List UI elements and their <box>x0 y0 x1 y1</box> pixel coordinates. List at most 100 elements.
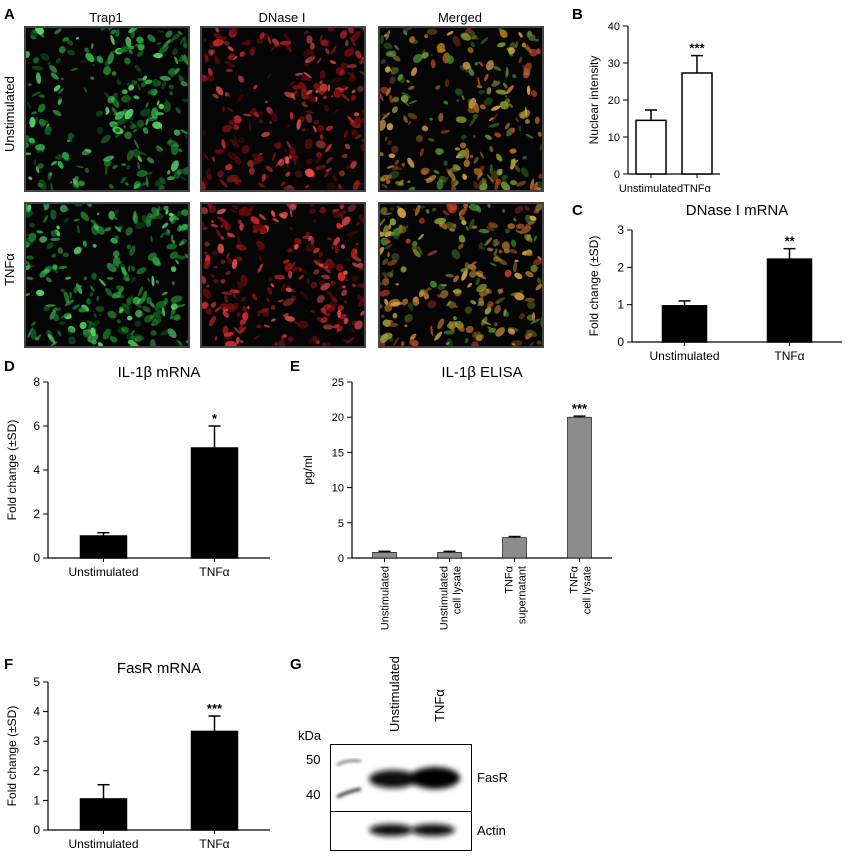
chart-e-ytick-label: 0 <box>338 553 344 565</box>
blot-actin <box>330 811 472 851</box>
micrograph-unstim-trap1-image <box>26 28 188 190</box>
chart-f-significance: *** <box>207 701 223 716</box>
blot-band-label-actin: Actin <box>477 823 506 838</box>
chart-f-bar <box>79 798 128 831</box>
chart-b-category-label: Unstimulated <box>619 183 683 195</box>
chart-b-significance: *** <box>689 41 705 56</box>
blot-fasr <box>330 744 472 812</box>
column-label-dnase: DNase I <box>258 10 306 25</box>
blot-lane-tnfa: TNFα <box>432 689 447 722</box>
chart-e-ytick-label: 20 <box>332 412 344 424</box>
micrograph-unstim-dnase-image <box>202 28 364 190</box>
chart-f: FasR mRNA Fold change (±SD) 0 1 2 3 4 5 Unstimul… <box>5 660 270 851</box>
blot-marker-40: 40 <box>306 787 321 802</box>
chart-d-ytick-label: 4 <box>33 463 40 477</box>
chart-e-ytick-label: 15 <box>332 447 344 459</box>
chart-d-category-label: Unstimulated <box>68 565 138 579</box>
micrograph-unstim-trap1 <box>24 26 190 192</box>
chart-d-title: IL-1β mRNA <box>118 364 201 381</box>
chart-d: IL-1β mRNA Fold change (±SD) 0 2 4 6 8 Unstimul… <box>5 364 270 579</box>
panel-label-f: F <box>4 656 14 673</box>
micrograph-tnfa-merged <box>378 202 544 348</box>
chart-f-title: FasR mRNA <box>117 660 201 677</box>
blot-kda-label: kDa <box>298 728 322 743</box>
chart-e-category-label: Unstimulatedcell lysate <box>439 566 464 630</box>
column-label-merged: Merged <box>437 10 483 25</box>
chart-d-ytick-label: 2 <box>33 507 40 521</box>
chart-c-ytick-label: 2 <box>617 260 624 274</box>
chart-b-ytick-label: 30 <box>608 58 620 70</box>
chart-d-ylabel: Fold change (±SD) <box>5 420 19 521</box>
row-label-unstimulated: Unstimulated <box>2 76 17 152</box>
chart-f-category-label: TNFα <box>199 837 229 851</box>
chart-d-significance: * <box>212 411 218 426</box>
chart-b-ytick-label: 40 <box>608 21 620 33</box>
chart-f-ytick-label: 2 <box>33 764 40 778</box>
row-label-tnfa: TNFα <box>2 253 17 286</box>
chart-b-category-label: TNFα <box>683 183 711 195</box>
chart-e-category-label: Unstimulated <box>380 566 392 630</box>
chart-d-bar <box>79 535 128 559</box>
micrograph-unstim-merged <box>378 26 544 192</box>
chart-c-ytick-label: 3 <box>617 223 624 237</box>
micrograph-unstim-merged-image <box>380 28 542 190</box>
chart-e-bar <box>437 552 462 559</box>
chart-c-title: DNase I mRNA <box>686 202 789 219</box>
blot-fasr-bands <box>336 759 460 799</box>
panel-label-d: D <box>4 358 15 375</box>
chart-c-bar <box>766 258 813 343</box>
panel-label-a: A <box>4 6 15 23</box>
chart-c-ylabel: Fold change (±SD) <box>587 236 601 337</box>
chart-f-category-label: Unstimulated <box>68 837 138 851</box>
chart-e-bar <box>502 537 527 559</box>
chart-f-ytick-label: 5 <box>33 675 40 689</box>
chart-e-bar <box>372 552 397 559</box>
chart-c-significance: ** <box>784 234 795 249</box>
chart-b-ytick-label: 20 <box>608 95 620 107</box>
panel-label-e: E <box>290 358 301 375</box>
chart-e-category-label: TNFαsupernatant <box>504 565 529 624</box>
chart-d-category-label: TNFα <box>199 565 229 579</box>
micrograph-tnfa-trap1 <box>24 202 190 348</box>
chart-f-bar <box>190 730 239 831</box>
chart-b-ytick-label: 0 <box>614 169 620 181</box>
chart-f-ytick-label: 4 <box>33 705 40 719</box>
chart-e-ytick-label: 10 <box>332 483 344 495</box>
column-label-trap1: Trap1 <box>89 10 123 25</box>
chart-d-bar <box>190 447 239 559</box>
chart-d-ytick-label: 8 <box>33 375 40 389</box>
chart-e-bar <box>567 416 592 559</box>
chart-c-bar <box>661 305 708 343</box>
chart-e-category-label: TNFαcell lysate <box>569 565 594 614</box>
chart-c-ytick-label: 0 <box>617 335 624 349</box>
chart-f-ytick-label: 3 <box>33 734 40 748</box>
micrograph-tnfa-dnase-image <box>202 204 364 346</box>
chart-e-title: IL-1β ELISA <box>441 364 522 381</box>
chart-c-ytick-label: 1 <box>617 298 624 312</box>
chart-d-ytick-label: 6 <box>33 419 40 433</box>
micrograph-tnfa-merged-image <box>380 204 542 346</box>
micrograph-tnfa-dnase <box>200 202 366 348</box>
chart-b-bar <box>681 72 713 175</box>
panel-label-g: G <box>290 656 302 673</box>
chart-c: DNase I mRNA Fold change (±SD) 0 1 2 3 Unstimu… <box>587 202 842 363</box>
blot-actin-bands <box>369 824 455 836</box>
blot-lane-unstimulated: Unstimulated <box>387 656 402 732</box>
chart-f-ylabel: Fold change (±SD) <box>5 706 19 807</box>
blot-band-label-fasr: FasR <box>477 770 509 785</box>
chart-e-ytick-label: 5 <box>338 518 344 530</box>
chart-e-ylabel: pg/ml <box>301 455 315 484</box>
panel-label-c: C <box>572 202 583 219</box>
micrograph-tnfa-trap1-image <box>26 204 188 346</box>
chart-e: IL-1β ELISA pg/ml 0 5 10 15 20 25 Unstimulated Un… <box>301 364 612 630</box>
chart-f-ytick-label: 0 <box>33 823 40 837</box>
chart-b: Nuclear intensity 0 10 20 30 40 Unstimulated **… <box>587 21 720 195</box>
chart-d-ytick-label: 0 <box>33 551 40 565</box>
chart-e-ytick-label: 25 <box>332 377 344 389</box>
chart-c-category-label: Unstimulated <box>649 349 719 363</box>
chart-c-category-label: TNFα <box>774 349 804 363</box>
chart-f-ytick-label: 1 <box>33 793 40 807</box>
chart-b-ytick-label: 10 <box>608 132 620 144</box>
chart-b-bar <box>635 119 667 175</box>
panel-label-b: B <box>572 6 583 23</box>
